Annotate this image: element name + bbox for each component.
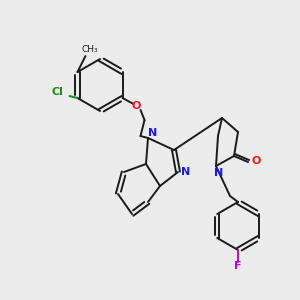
- Text: N: N: [148, 128, 158, 138]
- Text: F: F: [234, 261, 242, 271]
- Text: N: N: [182, 167, 190, 177]
- Text: O: O: [132, 101, 141, 111]
- Text: CH₃: CH₃: [81, 46, 98, 55]
- Text: O: O: [251, 156, 261, 166]
- Text: Cl: Cl: [52, 87, 63, 97]
- Text: N: N: [214, 168, 224, 178]
